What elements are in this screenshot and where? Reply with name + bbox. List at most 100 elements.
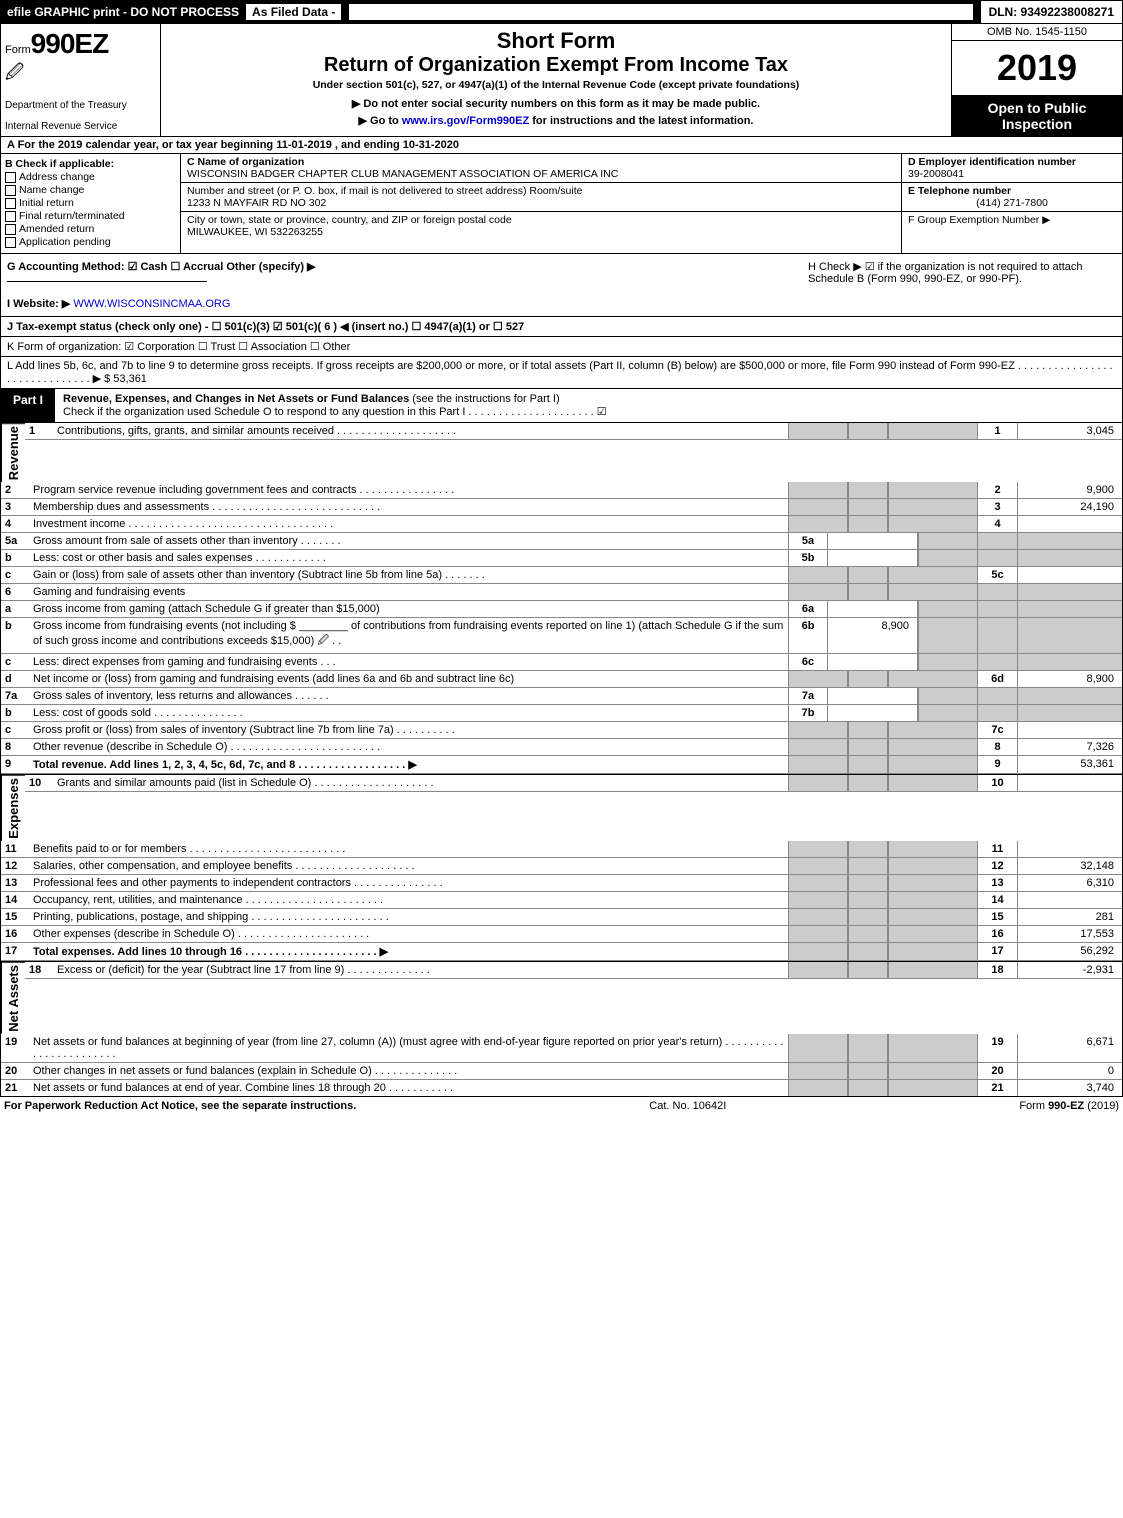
line-7b: bLess: cost of goods sold . . . . . . . … bbox=[1, 705, 1122, 722]
line-17: 17Total expenses. Add lines 10 through 1… bbox=[1, 943, 1122, 962]
line-2: 2Program service revenue including gover… bbox=[1, 482, 1122, 499]
line-6d: dNet income or (loss) from gaming and fu… bbox=[1, 671, 1122, 688]
part1-grid: Revenue 1Contributions, gifts, grants, a… bbox=[0, 423, 1123, 1097]
addr-label: Number and street (or P. O. box, if mail… bbox=[187, 185, 895, 197]
line-7a: 7aGross sales of inventory, less returns… bbox=[1, 688, 1122, 705]
row-gh: G Accounting Method: ☑ Cash ☐ Accrual Ot… bbox=[0, 254, 1123, 317]
website-link[interactable]: WWW.WISCONSINCMAA.ORG bbox=[73, 298, 230, 310]
irs-link[interactable]: www.irs.gov/Form990EZ bbox=[402, 115, 529, 127]
h-check: H Check ▶ ☑ if the organization is not r… bbox=[802, 254, 1122, 316]
c-addr-cell: Number and street (or P. O. box, if mail… bbox=[181, 183, 901, 212]
ssn-warning: ▶ Do not enter social security numbers o… bbox=[165, 97, 947, 110]
line-5b: bLess: cost or other basis and sales exp… bbox=[1, 550, 1122, 567]
d-ein-cell: D Employer identification number 39-2008… bbox=[902, 154, 1122, 183]
col-b: B Check if applicable: Address change Na… bbox=[1, 154, 181, 253]
page-footer: For Paperwork Reduction Act Notice, see … bbox=[0, 1097, 1123, 1115]
block-bcd: B Check if applicable: Address change Na… bbox=[0, 154, 1123, 254]
footer-mid: Cat. No. 10642I bbox=[649, 1100, 726, 1112]
line-12: 12Salaries, other compensation, and empl… bbox=[1, 858, 1122, 875]
line-7c: cGross profit or (loss) from sales of in… bbox=[1, 722, 1122, 739]
line-16: 16Other expenses (describe in Schedule O… bbox=[1, 926, 1122, 943]
city-label: City or town, state or province, country… bbox=[187, 214, 895, 226]
col-c: C Name of organization WISCONSIN BADGER … bbox=[181, 154, 902, 253]
as-filed-label: As Filed Data - bbox=[245, 3, 342, 21]
as-filed-blank bbox=[348, 3, 973, 21]
irs-label: Internal Revenue Service bbox=[5, 121, 156, 132]
line-5a: 5aGross amount from sale of assets other… bbox=[1, 533, 1122, 550]
line-18: Net Assets 18Excess or (deficit) for the… bbox=[1, 962, 1122, 1034]
b-final-return: Final return/terminated bbox=[5, 210, 176, 222]
row-j: J Tax-exempt status (check only one) - ☐… bbox=[0, 317, 1123, 337]
line-19: 19Net assets or fund balances at beginni… bbox=[1, 1034, 1122, 1063]
goto-line: ▶ Go to www.irs.gov/Form990EZ for instru… bbox=[165, 114, 947, 127]
efile-icon: 🖉 bbox=[5, 60, 156, 90]
ein-label: D Employer identification number bbox=[908, 156, 1116, 168]
line-6: 6Gaming and fundraising events bbox=[1, 584, 1122, 601]
g-accounting: G Accounting Method: ☑ Cash ☐ Accrual Ot… bbox=[1, 254, 802, 316]
l-value: 53,361 bbox=[113, 373, 147, 385]
open-to-public: Open to Public Inspection bbox=[952, 96, 1122, 136]
header-mid: Short Form Return of Organization Exempt… bbox=[161, 24, 952, 136]
row-l: L Add lines 5b, 6c, and 7b to line 9 to … bbox=[0, 357, 1123, 389]
header-right: OMB No. 1545-1150 2019 Open to Public In… bbox=[952, 24, 1122, 136]
dln: DLN: 93492238008271 bbox=[980, 1, 1122, 23]
efile-topbar: efile GRAPHIC print - DO NOT PROCESS As … bbox=[0, 0, 1123, 24]
line-3: 3Membership dues and assessments . . . .… bbox=[1, 499, 1122, 516]
short-form-label: Short Form bbox=[165, 28, 947, 54]
org-city: MILWAUKEE, WI 532263255 bbox=[187, 226, 895, 238]
header-left: Form 990EZ 🖉 Department of the Treasury … bbox=[1, 24, 161, 136]
line-9: 9Total revenue. Add lines 1, 2, 3, 4, 5c… bbox=[1, 756, 1122, 775]
b-initial-return: Initial return bbox=[5, 197, 176, 209]
form-header: Form 990EZ 🖉 Department of the Treasury … bbox=[0, 24, 1123, 137]
line-13: 13Professional fees and other payments t… bbox=[1, 875, 1122, 892]
b-name-change: Name change bbox=[5, 184, 176, 196]
side-revenue: Revenue bbox=[1, 423, 25, 482]
tax-year: 2019 bbox=[952, 41, 1122, 96]
row-k: K Form of organization: ☑ Corporation ☐ … bbox=[0, 337, 1123, 357]
side-expenses: Expenses bbox=[1, 775, 25, 841]
side-net-assets: Net Assets bbox=[1, 962, 25, 1034]
footer-right: Form 990-EZ (2019) bbox=[1019, 1100, 1119, 1112]
ein-value: 39-2008041 bbox=[908, 168, 1116, 180]
tel-value: (414) 271-7800 bbox=[908, 197, 1116, 209]
form-title: Return of Organization Exempt From Incom… bbox=[165, 54, 947, 77]
line-8: 8Other revenue (describe in Schedule O) … bbox=[1, 739, 1122, 756]
c-label: C Name of organization bbox=[187, 156, 895, 168]
c-city-cell: City or town, state or province, country… bbox=[181, 212, 901, 240]
form-prefix: Form bbox=[5, 44, 31, 56]
part1-text: Revenue, Expenses, and Changes in Net As… bbox=[55, 389, 1122, 422]
line-11: 11Benefits paid to or for members . . . … bbox=[1, 841, 1122, 858]
efile-label: efile GRAPHIC print - DO NOT PROCESS bbox=[7, 5, 239, 19]
line-4: 4Investment income . . . . . . . . . . .… bbox=[1, 516, 1122, 533]
subtitle: Under section 501(c), 527, or 4947(a)(1)… bbox=[165, 79, 947, 91]
d-tel-cell: E Telephone number (414) 271-7800 bbox=[902, 183, 1122, 212]
omb-no: OMB No. 1545-1150 bbox=[952, 24, 1122, 41]
goto-post: for instructions and the latest informat… bbox=[532, 115, 753, 127]
part1-tab: Part I bbox=[1, 389, 55, 422]
tel-label: E Telephone number bbox=[908, 185, 1116, 197]
org-name: WISCONSIN BADGER CHAPTER CLUB MANAGEMENT… bbox=[187, 168, 895, 180]
part1-header: Part I Revenue, Expenses, and Changes in… bbox=[0, 389, 1123, 423]
b-address-change: Address change bbox=[5, 171, 176, 183]
i-website: I Website: ▶ WWW.WISCONSINCMAA.ORG bbox=[7, 297, 796, 310]
goto-pre: ▶ Go to bbox=[359, 115, 402, 127]
form-number: Form 990EZ bbox=[5, 28, 156, 60]
line-20: 20Other changes in net assets or fund ba… bbox=[1, 1063, 1122, 1080]
line-6b: bGross income from fundraising events (n… bbox=[1, 618, 1122, 654]
b-label: B Check if applicable: bbox=[5, 158, 176, 170]
d-grp-cell: F Group Exemption Number ▶ bbox=[902, 212, 1122, 228]
line-10: Expenses 10Grants and similar amounts pa… bbox=[1, 775, 1122, 841]
c-name-cell: C Name of organization WISCONSIN BADGER … bbox=[181, 154, 901, 183]
line-6c: cLess: direct expenses from gaming and f… bbox=[1, 654, 1122, 671]
dept-treasury: Department of the Treasury bbox=[5, 100, 156, 111]
col-d: D Employer identification number 39-2008… bbox=[902, 154, 1122, 253]
footer-left: For Paperwork Reduction Act Notice, see … bbox=[4, 1100, 356, 1112]
form-no-big: 990EZ bbox=[31, 28, 109, 60]
line-14: 14Occupancy, rent, utilities, and mainte… bbox=[1, 892, 1122, 909]
b-application-pending: Application pending bbox=[5, 236, 176, 248]
g-other-line bbox=[7, 281, 207, 282]
grp-label: F Group Exemption Number ▶ bbox=[908, 214, 1116, 226]
line-1: Revenue 1Contributions, gifts, grants, a… bbox=[1, 423, 1122, 482]
topbar-left: efile GRAPHIC print - DO NOT PROCESS As … bbox=[1, 1, 980, 23]
line-15: 15Printing, publications, postage, and s… bbox=[1, 909, 1122, 926]
